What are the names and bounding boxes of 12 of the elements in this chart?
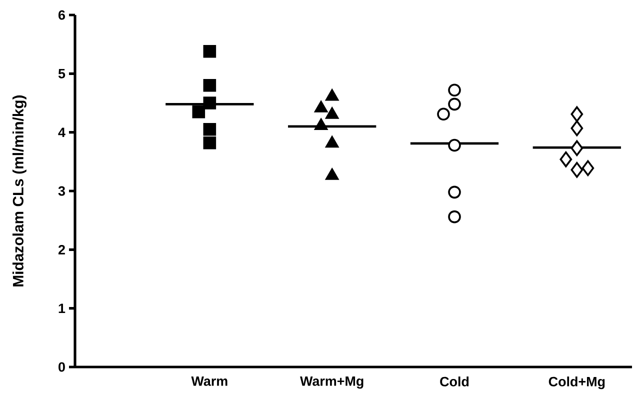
x-tick-label: Warm+Mg — [300, 376, 364, 389]
y-tick-label: 3 — [58, 186, 65, 196]
y-tick-label: 4 — [58, 128, 66, 137]
y-tick-label: 6 — [58, 10, 65, 20]
x-tick-label: Warm — [191, 376, 228, 386]
y-axis-title: Midazolam CLs (ml/min/kg) — [12, 95, 26, 286]
y-tick-label: 0 — [58, 362, 65, 372]
y-tick-label: 5 — [58, 68, 66, 78]
x-tick-label: Cold — [440, 376, 469, 386]
x-tick-label: Cold+Mg — [548, 376, 605, 390]
y-tick-label: 2 — [58, 244, 65, 254]
y-tick-label: 1 — [58, 304, 66, 313]
